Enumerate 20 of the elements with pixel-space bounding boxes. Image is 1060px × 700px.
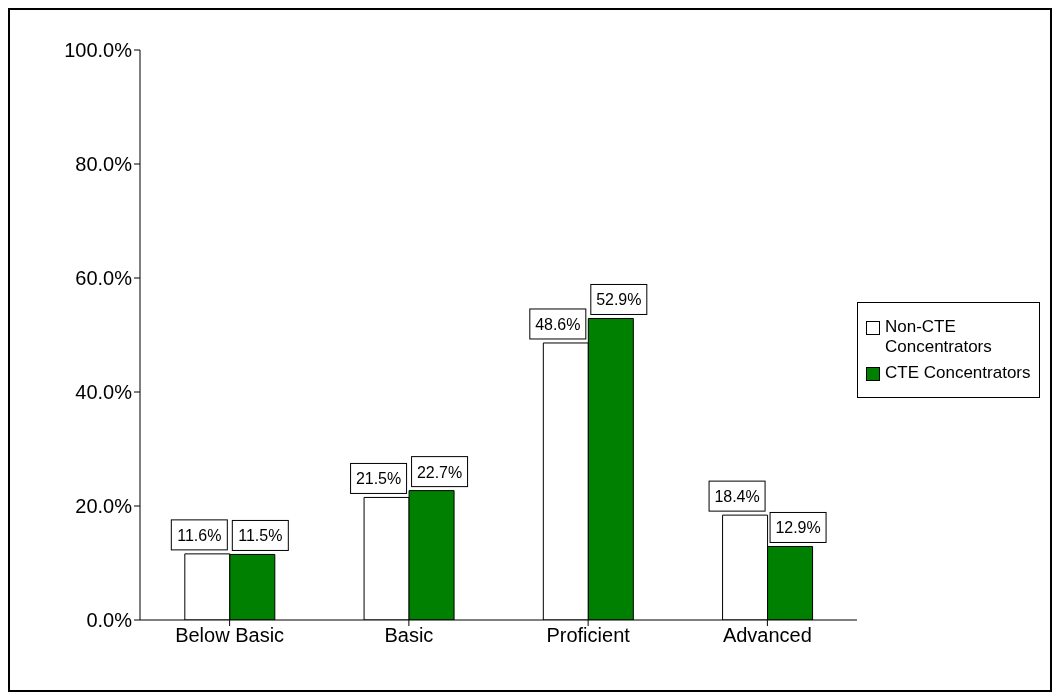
data-label: 18.4% [714,488,760,506]
y-tick-label: 80.0% [75,153,133,176]
y-tick-label: 20.0% [75,495,133,518]
data-label: 11.5% [238,527,283,545]
data-label: 22.7% [416,463,463,481]
data-label: 11.6% [177,526,222,544]
x-tick-label: Advanced [722,624,812,647]
x-tick-label: Proficient [546,624,631,647]
y-tick-label: 0.0% [86,609,133,632]
y-tick-label: 100.0% [64,39,133,62]
legend-label: CTE Concentrators [885,363,1031,383]
x-tick-label: Below Basic [175,624,285,647]
y-tick-label: 60.0% [75,267,133,290]
data-label: 48.6% [535,315,581,333]
data-label: 12.9% [775,519,821,537]
x-tick-label: Basic [384,624,434,647]
data-label: 52.9% [596,291,642,309]
y-tick-label: 40.0% [75,381,133,404]
legend-label: Non-CTE Concentrators [885,317,993,357]
data-label: 21.5% [355,470,402,488]
